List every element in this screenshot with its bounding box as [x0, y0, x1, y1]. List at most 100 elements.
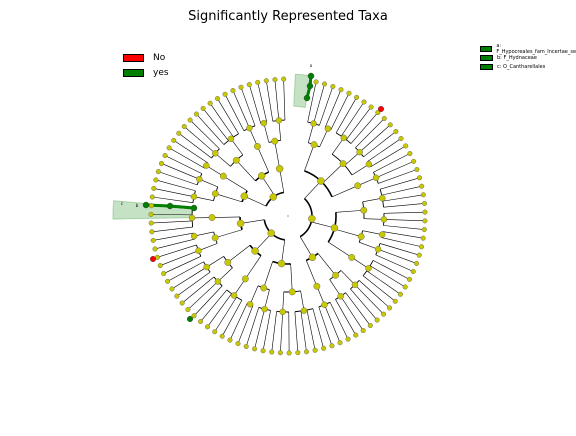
clade-node: [191, 233, 197, 239]
branch-line: [331, 93, 349, 130]
branch-line: [370, 146, 405, 167]
branch-line: [304, 145, 314, 171]
branch-line: [376, 255, 413, 272]
leaf-node: [215, 96, 220, 101]
branch-line: [306, 260, 317, 286]
clade-node: [361, 207, 367, 213]
leaf-node: [393, 299, 398, 304]
branch-line: [165, 156, 202, 174]
branch-line: [233, 91, 249, 129]
legend-swatch-yes: [123, 69, 144, 77]
leaf-node: [423, 219, 428, 224]
leaf-node: [180, 301, 185, 306]
branch-line: [264, 261, 273, 288]
significant-node: [167, 203, 173, 209]
clade-node: [357, 149, 363, 155]
clade-node: [247, 301, 253, 307]
clade-node: [225, 259, 231, 265]
branch-line: [245, 256, 261, 279]
clade-node: [309, 254, 316, 261]
leaf-node: [165, 279, 170, 284]
clade-node: [231, 292, 237, 298]
branch-line: [383, 195, 424, 201]
clade-node: [212, 150, 218, 156]
leaf-node: [201, 106, 206, 111]
leaf-node: [188, 118, 193, 123]
leaf-node: [417, 175, 422, 180]
leaf-node: [414, 261, 419, 266]
branch-line: [168, 262, 204, 282]
branch-line: [382, 186, 422, 195]
leaf-node: [321, 346, 326, 351]
significant-node: [304, 95, 310, 101]
clade-node: [289, 289, 295, 295]
leaf-node: [313, 348, 318, 353]
leaf-node: [186, 307, 191, 312]
branch-line: [291, 264, 293, 292]
branch-line: [384, 203, 425, 207]
leaf-node: [375, 318, 380, 323]
leaf-node: [381, 312, 386, 317]
clade-legend-label-b: b: F_Hydnaceae: [497, 55, 537, 61]
legend-item-yes: yes: [123, 65, 169, 80]
branch-line: [336, 97, 357, 132]
leaf-node: [422, 227, 427, 232]
leaf-node: [194, 112, 199, 117]
clade-legend-swatch-b: [480, 55, 493, 61]
leaf-node: [220, 334, 225, 339]
branch-arc: [264, 220, 284, 240]
leaf-node: [150, 195, 155, 200]
leaf-node: [171, 138, 176, 143]
branch-line: [223, 176, 247, 191]
leaf-node: [362, 100, 367, 105]
legend-item-no: No: [123, 50, 169, 65]
branch-line: [314, 84, 325, 124]
clade-node: [233, 157, 239, 163]
clade-node: [262, 306, 268, 312]
clade-node: [349, 254, 355, 260]
branch-line: [160, 251, 198, 266]
clade-node: [241, 193, 248, 200]
leaf-node: [339, 87, 344, 92]
branch-line: [384, 212, 425, 213]
leaf-node: [176, 131, 181, 136]
leaf-node: [247, 82, 252, 87]
leaf-node: [281, 77, 286, 82]
leaf-node: [354, 95, 359, 100]
clade-node: [366, 161, 372, 167]
clade-node: [308, 215, 315, 222]
branch-line: [295, 312, 298, 353]
branch-line: [376, 161, 414, 177]
leaf-node: [394, 129, 399, 134]
leaf-node: [346, 337, 351, 342]
clade-legend-swatch-a: [480, 46, 492, 52]
clade-node: [195, 248, 201, 254]
branch-line: [151, 221, 192, 223]
leaf-node: [387, 306, 392, 311]
leaf-node: [223, 92, 228, 97]
leaf-node: [368, 323, 373, 328]
clade-marker-b: b: [136, 203, 139, 208]
leaf-node: [388, 123, 393, 128]
clade-node: [331, 224, 338, 231]
leaf-node: [415, 167, 420, 172]
branch-line: [161, 163, 199, 179]
branch-line: [318, 253, 336, 275]
branch-line: [301, 311, 307, 352]
clade-node: [317, 178, 324, 185]
legend: No yes: [123, 50, 169, 80]
branch-line: [238, 305, 253, 343]
clade-node: [332, 272, 338, 278]
leaf-node: [158, 263, 163, 268]
leaf-node: [331, 84, 336, 89]
significant-node: [187, 316, 193, 322]
legend-label-no: No: [153, 53, 165, 63]
leaf-node: [205, 325, 210, 330]
leaf-node: [261, 348, 266, 353]
leaf-node: [296, 350, 301, 355]
clade-legend-label-a: a: F_Hypocreales_fam_Incertae_sedis: [496, 43, 576, 55]
significant-node: [307, 83, 313, 89]
leaf-node: [151, 238, 156, 243]
significant-branch: [170, 206, 194, 208]
